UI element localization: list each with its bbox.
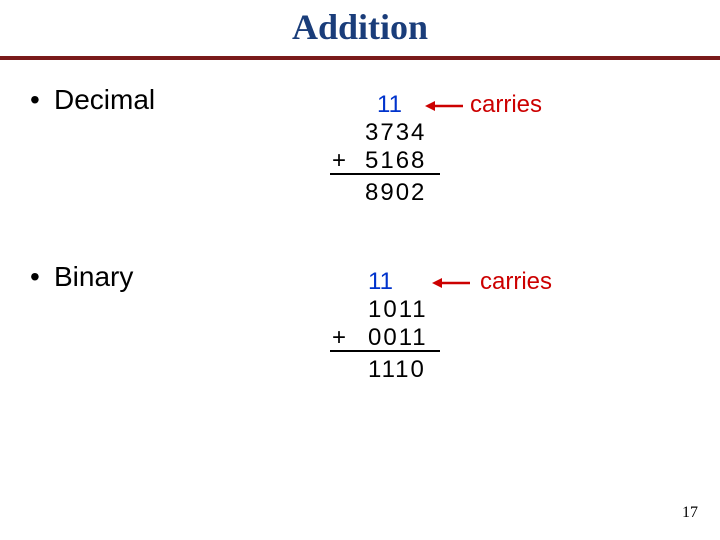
carries-label: carries — [470, 91, 542, 119]
addend1-row: 3734 — [330, 119, 610, 147]
result: 1110 — [368, 356, 426, 384]
section-gap — [30, 221, 690, 261]
carries-value: 11 — [368, 268, 393, 296]
decimal-example: 11 carries 3734 + 5168 8902 — [330, 91, 610, 221]
bullet-dot-icon: • — [30, 84, 54, 116]
addend2-row: + 0011 — [330, 324, 610, 352]
result-row: 1110 — [330, 356, 610, 384]
result-row: 8902 — [330, 179, 610, 207]
slide-title: Addition — [0, 0, 720, 56]
addend2: 5168 — [365, 147, 426, 175]
addend1: 3734 — [365, 119, 426, 147]
carries-label: carries — [480, 268, 552, 296]
page-number: 17 — [682, 504, 698, 522]
addend2: 0011 — [368, 324, 428, 352]
binary-example: 11 carries 1011 + 0011 1110 — [330, 268, 610, 398]
arrow-left-icon — [432, 272, 472, 292]
result: 8902 — [365, 179, 426, 207]
addend1-row: 1011 — [330, 296, 610, 324]
bullet-label: Binary — [54, 261, 133, 292]
plus-operator: + — [332, 147, 346, 175]
bullet-label: Decimal — [54, 84, 155, 115]
addend1: 1011 — [368, 296, 428, 324]
carries-row: 11 carries — [330, 91, 610, 119]
bullet-dot-icon: • — [30, 261, 54, 293]
addend2-row: + 5168 — [330, 147, 610, 175]
sum-line — [330, 173, 440, 175]
sum-line — [330, 350, 440, 352]
arrow-left-icon — [425, 95, 465, 115]
carries-value: 11 — [377, 91, 402, 119]
plus-operator: + — [332, 324, 346, 352]
carries-row: 11 carries — [330, 268, 610, 296]
slide-content: •Decimal 11 carries 3734 + 5168 8902 •Bi — [0, 60, 720, 398]
